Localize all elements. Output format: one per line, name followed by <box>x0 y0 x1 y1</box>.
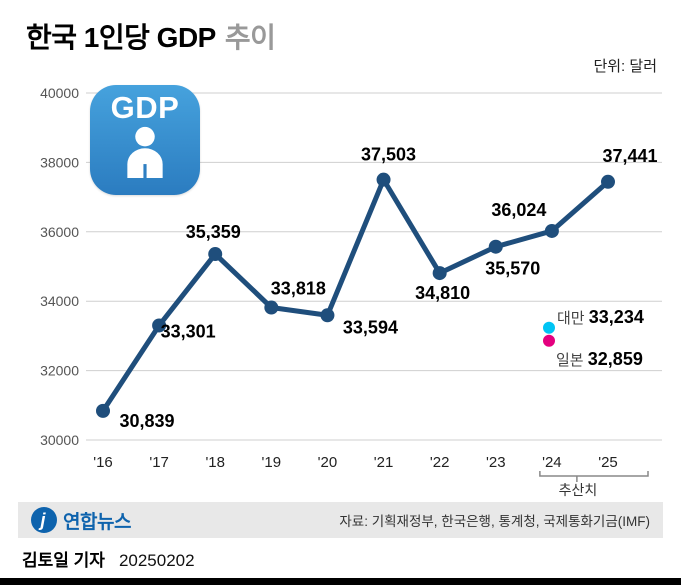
svg-text:33,301: 33,301 <box>161 321 216 341</box>
svg-text:35,359: 35,359 <box>186 222 241 242</box>
title-sub: 추이 <box>224 22 276 53</box>
svg-text:대만 33,234: 대만 33,234 <box>557 307 644 327</box>
svg-text:일본 32,859: 일본 32,859 <box>556 349 643 369</box>
svg-text:j: j <box>38 510 46 530</box>
svg-text:32000: 32000 <box>40 363 79 379</box>
byline-date: 20250202 <box>118 551 195 570</box>
svg-text:34000: 34000 <box>40 293 79 309</box>
svg-text:33,818: 33,818 <box>271 279 326 299</box>
svg-text:36,024: 36,024 <box>491 200 546 220</box>
gdp-badge: GDP <box>90 85 200 195</box>
svg-text:37,441: 37,441 <box>602 146 657 166</box>
svg-text:36000: 36000 <box>40 224 79 240</box>
svg-text:'18: '18 <box>205 454 225 471</box>
svg-text:추산치: 추산치 <box>559 482 598 498</box>
yonhap-logo: j 연합뉴스 <box>31 507 131 534</box>
yonhap-logo-text: 연합뉴스 <box>63 511 131 533</box>
svg-text:30000: 30000 <box>40 432 79 448</box>
chart-area: 30000 32000 34000 36000 38000 40000 '16 '17 '18 '… <box>0 75 681 503</box>
svg-text:'19: '19 <box>262 454 282 471</box>
unit-label: 단위: 달러 <box>593 58 657 75</box>
svg-text:35,570: 35,570 <box>485 259 540 279</box>
svg-text:'22: '22 <box>430 454 450 471</box>
svg-text:34,810: 34,810 <box>415 283 470 303</box>
yonhap-logo-mark: j <box>31 507 57 533</box>
svg-text:'25: '25 <box>598 454 618 471</box>
svg-text:'23: '23 <box>486 454 506 471</box>
footer-bar: j 연합뉴스 자료: 기획재정부, 한국은행, 통계청, 국제통화기금(IMF) <box>18 502 663 538</box>
svg-text:40000: 40000 <box>40 85 79 101</box>
byline: 김토일 기자 20250202 <box>22 546 195 571</box>
svg-text:'17: '17 <box>149 454 169 471</box>
svg-text:37,503: 37,503 <box>361 145 416 165</box>
svg-text:30,839: 30,839 <box>119 411 174 431</box>
reporter-name: 김토일 기자 <box>22 551 105 570</box>
svg-text:33,594: 33,594 <box>343 317 398 337</box>
svg-text:'21: '21 <box>374 454 394 471</box>
gdp-badge-label: GDP <box>110 90 180 125</box>
svg-text:'16: '16 <box>93 454 113 471</box>
person-icon <box>127 126 163 178</box>
title-main: 한국 1인당 GDP <box>26 22 216 53</box>
svg-text:'20: '20 <box>318 454 338 471</box>
svg-text:'24: '24 <box>542 454 562 471</box>
bottom-bar <box>0 578 681 585</box>
page-title: 한국 1인당 GDP 추이 <box>26 16 276 56</box>
gdp-line-chart: 30000 32000 34000 36000 38000 40000 '16 '17 '18 '… <box>40 85 662 498</box>
source-text: 자료: 기획재정부, 한국은행, 통계청, 국제통화기금(IMF) <box>339 514 650 529</box>
svg-text:38000: 38000 <box>40 154 79 170</box>
